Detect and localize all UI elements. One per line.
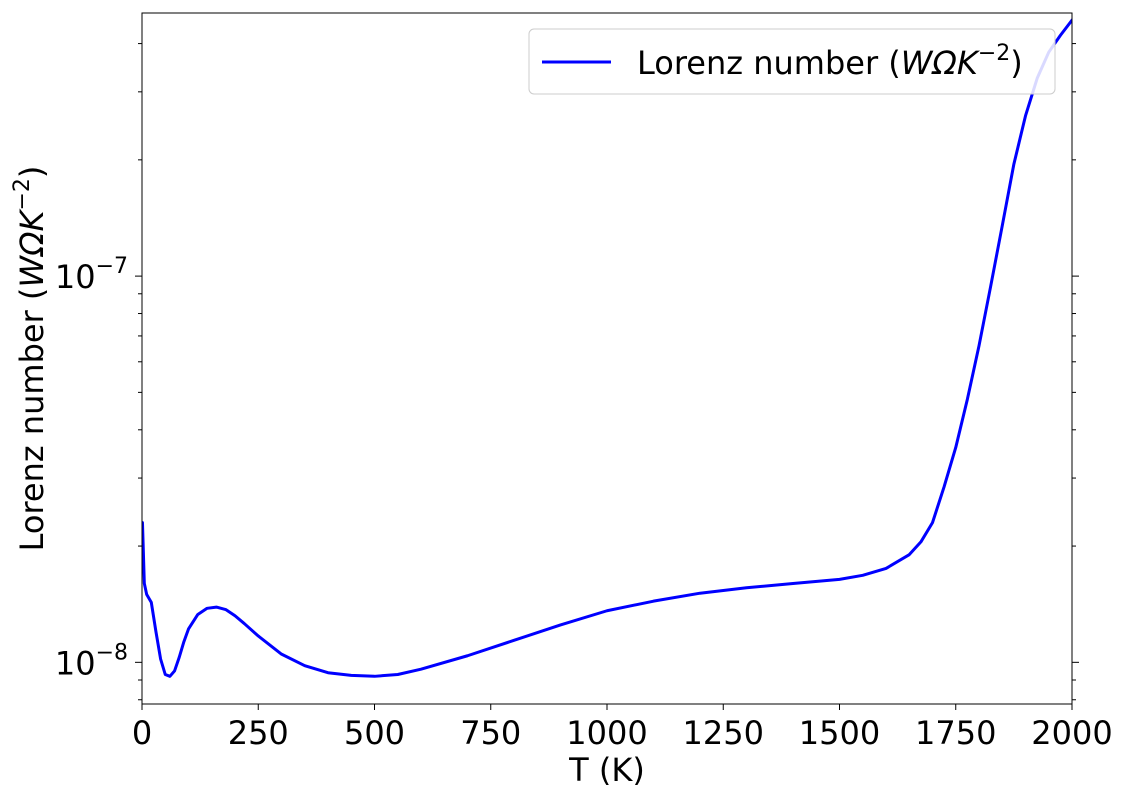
- axis-labels: T (K) Lorenz number (WΩK−2): [10, 166, 645, 789]
- y-axis-title: Lorenz number (WΩK−2): [10, 166, 51, 552]
- x-tick-label: 1500: [799, 714, 880, 752]
- x-tick-label: 750: [460, 714, 521, 752]
- x-tick-label: 1250: [683, 714, 764, 752]
- legend-box: [528, 28, 1056, 95]
- legend-label: Lorenz number (WΩK−2): [637, 41, 1023, 82]
- x-tick-label: 0: [132, 714, 152, 752]
- x-tick-label: 1750: [915, 714, 996, 752]
- x-axis-title: T (K): [568, 751, 645, 789]
- x-tick-label: 1000: [566, 714, 647, 752]
- axes-frame: [141, 12, 1073, 705]
- legend: Lorenz number (WΩK−2): [528, 28, 1056, 95]
- x-tick-label: 250: [228, 714, 289, 752]
- plot-area: [141, 12, 1073, 705]
- x-tick-label: 2000: [1031, 714, 1112, 752]
- series-line-0: [142, 18, 1072, 678]
- y-tick-label: 10−7: [55, 254, 128, 296]
- y-tick-label: 10−8: [55, 640, 128, 682]
- axis-ticks: 0 250 500 750 1000 1250 1500 1750 2000 10−8 10−7: [55, 43, 1113, 752]
- x-tick-label: 500: [344, 714, 405, 752]
